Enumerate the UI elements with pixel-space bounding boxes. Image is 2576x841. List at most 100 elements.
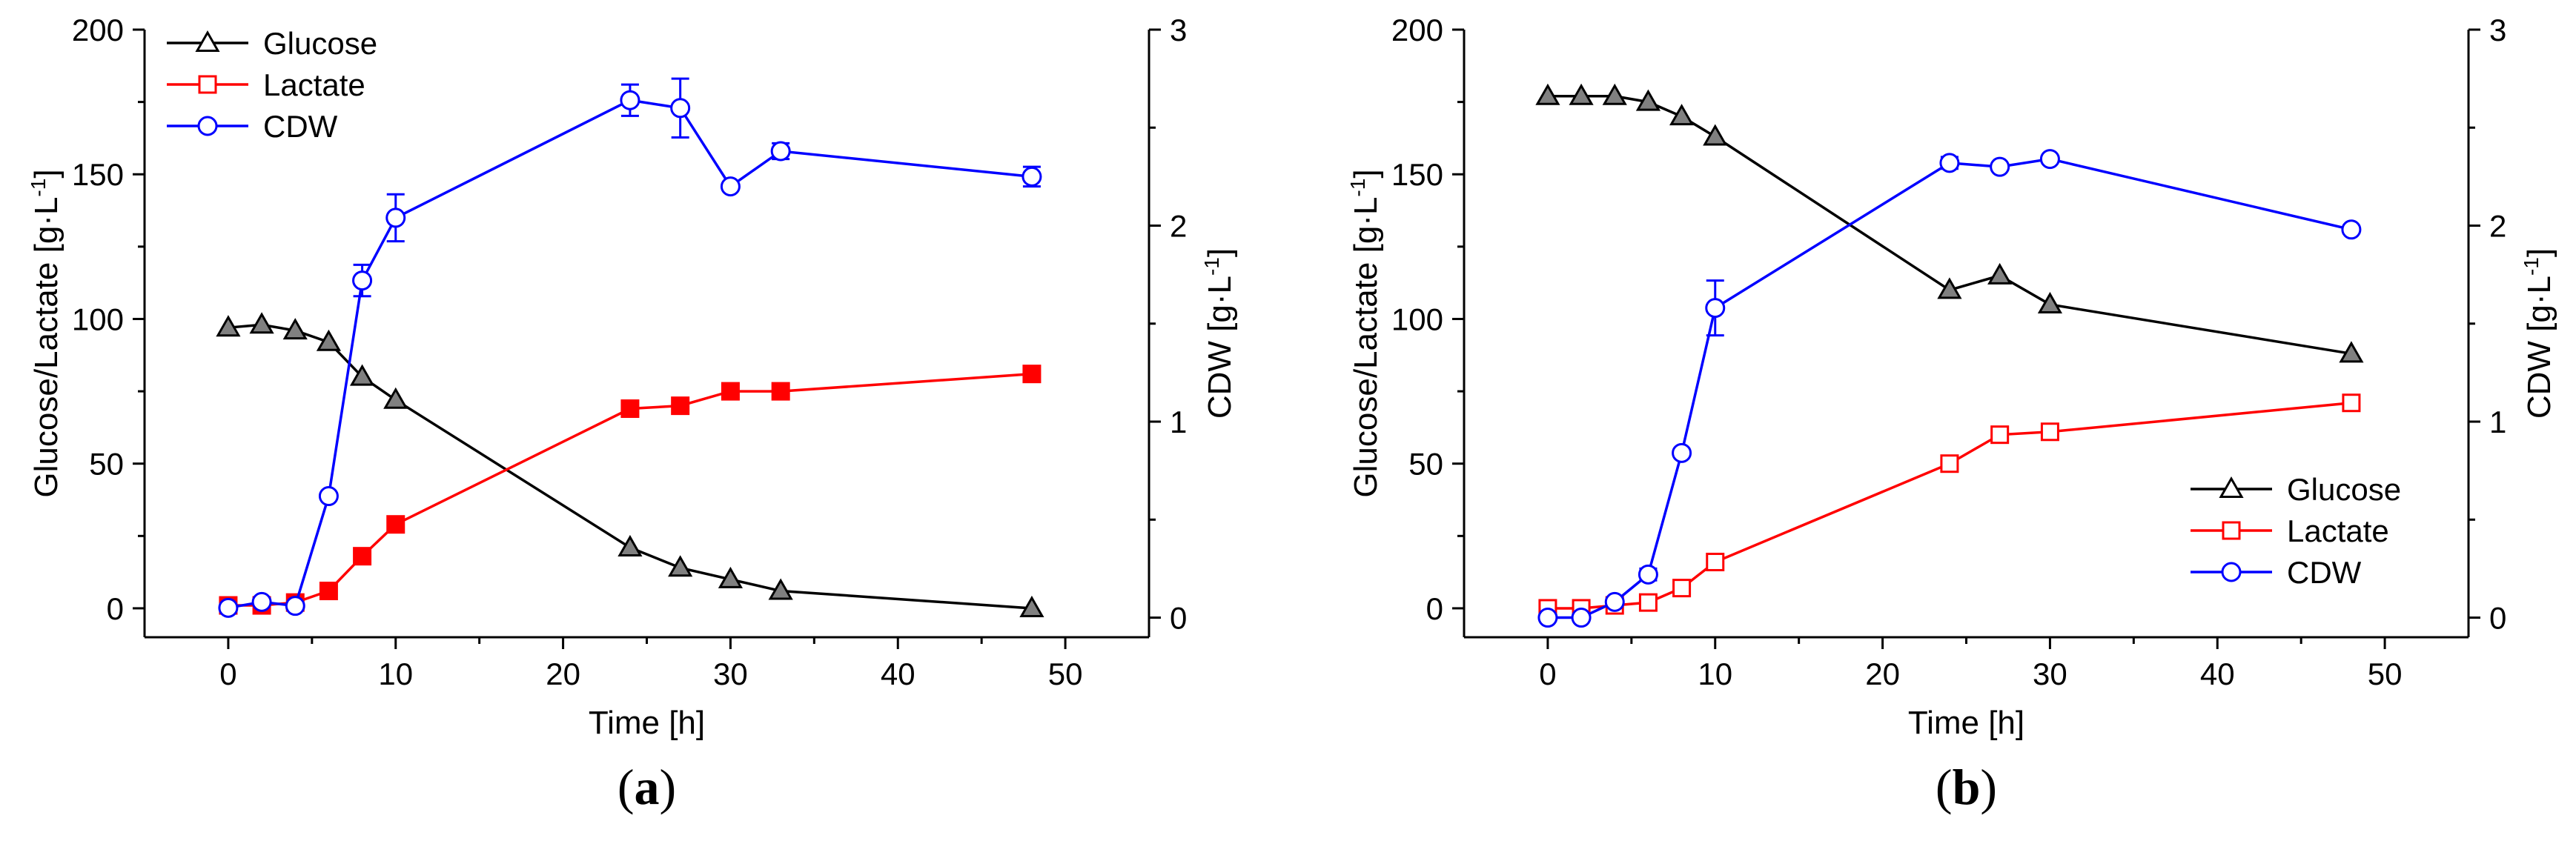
- y-left-tick-label: 200: [1391, 13, 1443, 47]
- data-point-cdw: [385, 207, 406, 228]
- x-tick-label: 30: [2033, 656, 2067, 691]
- legend-marker-cdw: [2221, 562, 2242, 582]
- data-point-glucose: [718, 566, 744, 588]
- y-right-tick-label: 0: [1170, 601, 1187, 636]
- legend-label-lactate: Lactate: [2287, 513, 2389, 548]
- data-point-cdw: [1537, 608, 1558, 628]
- data-point-cdw: [1571, 608, 1592, 628]
- x-tick-label: 20: [1865, 656, 1900, 691]
- data-point-glucose: [1635, 89, 1661, 111]
- data-point-glucose: [1987, 262, 2013, 285]
- y-left-axis-title: Glucose/Lactate [g·L-1]: [27, 169, 64, 497]
- x-tick-label: 50: [1048, 656, 1083, 691]
- data-point-cdw: [620, 90, 640, 110]
- data-point-glucose: [1019, 595, 1044, 617]
- y-right-axis-title: CDW [g·L-1]: [2520, 248, 2557, 419]
- x-tick-label: 10: [378, 656, 413, 691]
- y-left-tick-label: 0: [1426, 591, 1443, 626]
- data-point-cdw: [670, 98, 691, 119]
- data-point-cdw: [285, 596, 305, 616]
- y-left-tick-label: 100: [72, 302, 124, 336]
- data-point-cdw: [2039, 149, 2060, 170]
- data-point-lactate: [386, 515, 405, 534]
- legend-label-lactate: Lactate: [263, 67, 365, 102]
- data-point-lactate: [353, 547, 372, 566]
- series-line-cdw: [1547, 157, 2352, 619]
- series-line-cdw: [228, 99, 1033, 610]
- y-right-tick-label: 1: [2489, 405, 2506, 439]
- legend-label-glucose: Glucose: [263, 26, 377, 61]
- y-left-axis-title: Glucose/Lactate [g·L-1]: [1346, 169, 1384, 497]
- series-line-glucose: [1547, 95, 2352, 356]
- x-tick-label: 40: [2200, 656, 2235, 691]
- legend-label-cdw: CDW: [263, 109, 338, 144]
- data-point-cdw: [720, 176, 741, 197]
- series-glucose: [216, 312, 1044, 617]
- data-point-lactate: [1706, 552, 1725, 571]
- x-tick-label: 30: [713, 656, 748, 691]
- data-point-glucose: [1703, 124, 1728, 146]
- data-point-lactate: [771, 382, 790, 401]
- legend-label-cdw: CDW: [2287, 555, 2362, 590]
- data-point-cdw: [1638, 564, 1658, 585]
- data-point-cdw: [251, 591, 272, 612]
- legend-marker-glucose: [2219, 476, 2244, 498]
- x-tick-label: 50: [2368, 656, 2403, 691]
- legend-label-glucose: Glucose: [2287, 472, 2401, 507]
- y-left-tick-label: 200: [72, 13, 124, 47]
- legend-marker-cdw: [197, 116, 218, 136]
- data-point-lactate: [671, 396, 690, 416]
- y-right-tick-label: 0: [2489, 601, 2506, 636]
- x-tick-label: 40: [881, 656, 915, 691]
- series-cdw: [1537, 149, 2362, 628]
- data-point-lactate: [319, 582, 338, 601]
- data-point-lactate: [1672, 579, 1692, 598]
- data-point-cdw: [2341, 219, 2362, 240]
- y-right-tick-label: 3: [1170, 13, 1187, 47]
- data-point-glucose: [1669, 104, 1695, 126]
- data-point-cdw: [1604, 591, 1625, 612]
- data-point-glucose: [282, 318, 308, 340]
- data-point-lactate: [1638, 593, 1658, 612]
- data-point-cdw: [1672, 442, 1692, 463]
- data-point-glucose: [1937, 277, 1962, 299]
- data-point-glucose: [2037, 291, 2063, 313]
- panel-a: 0 10 20 30 40 50 0 50 100 150 200 0 1 2 3 Time [h] Gluco…: [27, 13, 1238, 815]
- data-point-cdw: [1022, 166, 1042, 187]
- data-point-glucose: [216, 315, 241, 337]
- data-point-glucose: [1602, 83, 1627, 105]
- data-point-lactate: [721, 382, 740, 401]
- data-point-lactate: [2342, 393, 2361, 413]
- data-point-lactate: [2040, 422, 2059, 442]
- data-point-glucose: [1569, 83, 1594, 105]
- panel-b: 0 10 20 30 40 50 0 50 100 150 200 0 1 2 3 Time [h] Gluco…: [1346, 13, 2557, 815]
- legend-marker-lactate: [2222, 521, 2241, 540]
- data-point-glucose: [2339, 341, 2364, 363]
- y-left-tick-label: 100: [1391, 302, 1443, 336]
- legend: Glucose Lactate CDW: [167, 26, 377, 144]
- data-point-cdw: [1705, 298, 1726, 319]
- data-point-cdw: [770, 141, 791, 162]
- data-point-cdw: [1939, 153, 1960, 173]
- data-point-lactate: [1990, 425, 2010, 445]
- data-point-lactate: [620, 399, 640, 419]
- x-axis-title: Time [h]: [589, 705, 705, 741]
- data-point-cdw: [1990, 156, 2010, 177]
- series-line-lactate: [1547, 401, 2352, 610]
- data-point-lactate: [1940, 454, 1959, 473]
- data-point-lactate: [1022, 365, 1042, 384]
- data-point-glucose: [668, 555, 693, 577]
- y-left-tick-label: 150: [1391, 157, 1443, 192]
- y-right-tick-label: 2: [2489, 209, 2506, 244]
- x-axis-title: Time [h]: [1908, 705, 2024, 741]
- data-point-cdw: [352, 270, 373, 291]
- y-right-tick-label: 1: [1170, 405, 1187, 439]
- y-left-tick-label: 50: [89, 447, 124, 482]
- data-point-cdw: [218, 597, 239, 618]
- data-point-glucose: [1535, 83, 1560, 105]
- legend-marker-glucose: [195, 30, 220, 52]
- series-glucose: [1535, 83, 2364, 363]
- y-right-tick-label: 3: [2489, 13, 2506, 47]
- x-tick-label: 20: [546, 656, 580, 691]
